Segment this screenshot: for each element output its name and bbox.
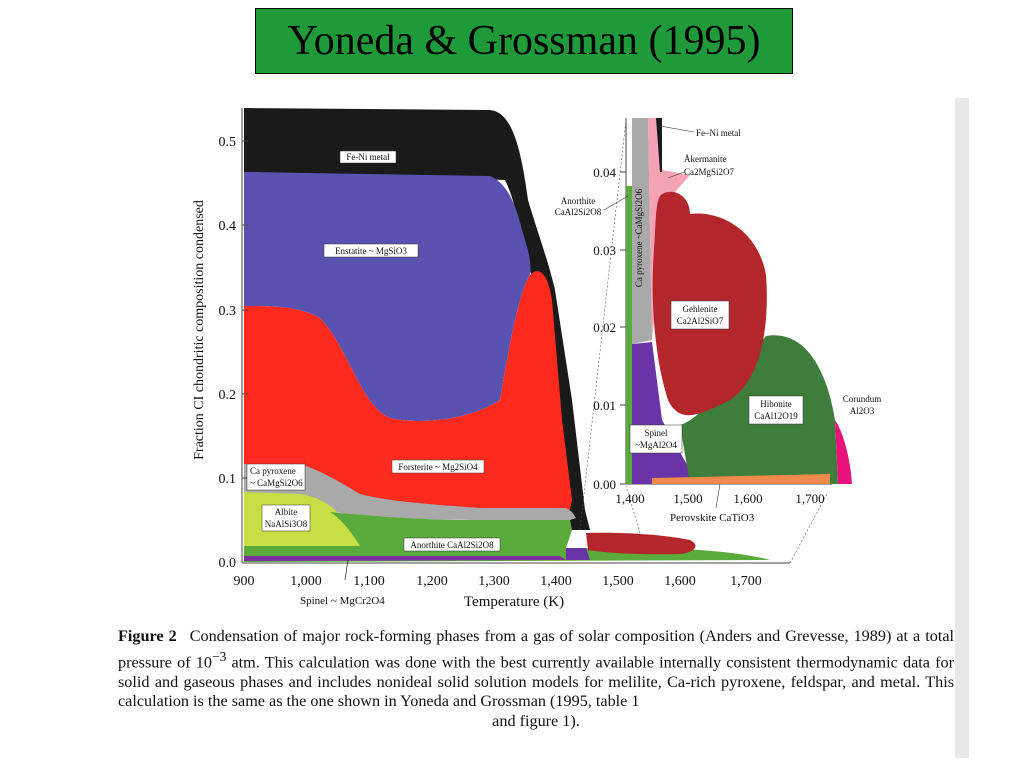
y-tick-label: 0.4: [219, 219, 237, 234]
inset-y-ticks: 0.04 0.03 0.02 0.01 0.00: [593, 165, 626, 492]
label-enstatite: Enstatite ~ MgSiO3: [323, 243, 419, 258]
caption-line-5: and figure 1).: [492, 711, 580, 730]
inset-fe-ni-pointer: [659, 125, 695, 133]
svg-text:Albite: Albite: [275, 507, 298, 517]
figure-caption: Figure 2 Condensation of major rock-form…: [118, 627, 954, 731]
caption-line-3: thermodynamic data for solid and gaseous…: [118, 652, 954, 691]
corundum-label-1: Corundum: [843, 394, 882, 404]
x-tick-label: 1,600: [664, 574, 696, 589]
label-hibonite: Hibonite CaAl12O19: [748, 395, 804, 425]
page-edge: [955, 98, 969, 758]
x-tick-label: 1,100: [353, 574, 385, 589]
label-anorthite: Anorthite CaAl2Si2O8: [403, 537, 501, 552]
svg-text:NaAlSi3O8: NaAlSi3O8: [265, 519, 308, 529]
main-y-ticks: 0.5 0.4 0.3 0.2 0.1 0.0: [219, 135, 248, 571]
main-x-ticks: 900 1,000 1,100 1,200 1,300 1,400 1,500 …: [234, 574, 762, 589]
svg-text:~MgAl2O4: ~MgAl2O4: [635, 440, 677, 450]
area-spinel-main: [566, 548, 590, 560]
svg-text:Spinel: Spinel: [644, 428, 668, 438]
zoom-guide-line: [625, 485, 641, 534]
svg-text:Hibonite: Hibonite: [760, 399, 792, 409]
area-enstatite: [244, 172, 531, 421]
zoom-guide-line: [789, 491, 829, 564]
inset-x-tick-label: 1,400: [615, 491, 644, 506]
inset-fe-ni-label: Fe–Ni metal: [696, 128, 741, 138]
svg-text:Anorthite CaAl2Si2O8: Anorthite CaAl2Si2O8: [410, 540, 494, 550]
inset-area-corundum: [835, 420, 852, 484]
figure-label: Figure 2: [118, 627, 177, 645]
svg-text:Ca2Al2SiO7: Ca2Al2SiO7: [677, 316, 724, 326]
label-spinel-al: Spinel ~MgAl2O4: [629, 424, 683, 454]
x-tick-label: 1,400: [540, 574, 572, 589]
inset-area-ca-pyroxene: [632, 118, 652, 344]
x-tick-label: 1,200: [416, 574, 448, 589]
inset-chart: 0.04 0.03 0.02 0.01 0.00 1,400 1,500 1,6…: [555, 118, 882, 524]
label-ca-pyroxene: Ca pyroxene ~ CaMgSi2O6: [246, 463, 306, 491]
inset-area-perovskite: [652, 474, 830, 484]
inset-y-tick-label: 0.03: [593, 243, 616, 258]
svg-text:Ca pyroxene: Ca pyroxene: [250, 466, 296, 476]
slide-title-box: Yoneda & Grossman (1995): [255, 8, 793, 74]
x-tick-label: 1,300: [478, 574, 510, 589]
ca-pyroxene-inset-label: Ca pyroxene ~CaMgSi2O6: [634, 188, 644, 287]
akermanite-label-1: Åkermanite: [684, 154, 726, 164]
inset-x-tick-label: 1,700: [795, 491, 824, 506]
x-tick-label: 1,000: [290, 574, 322, 589]
inset-y-tick-label: 0.01: [593, 398, 616, 413]
svg-text:Fe-Ni metal: Fe-Ni metal: [346, 152, 390, 162]
inset-y-tick-label: 0.04: [593, 165, 616, 180]
spinel-cr-label: Spinel ~ MgCr2O4: [300, 595, 385, 607]
x-axis-label: Temperature (K): [464, 594, 564, 610]
label-forsterite: Forsterite ~ Mg2SiO4: [391, 459, 485, 474]
anorthite-inset-label-2: CaAl2Si2O8: [555, 207, 602, 217]
label-gehlenite: Gehlenite Ca2Al2SiO7: [670, 300, 730, 330]
inset-y-tick-label: 0.02: [593, 320, 616, 335]
caption-line-2a: at a total pressure of 10: [118, 627, 955, 671]
svg-text:~ CaMgSi2O6: ~ CaMgSi2O6: [250, 478, 303, 488]
y-tick-label: 0.3: [219, 304, 237, 319]
x-tick-label: 1,700: [730, 574, 762, 589]
y-tick-label: 0.1: [219, 472, 237, 487]
inset-area-fe-ni: [656, 118, 662, 172]
zoom-guide-line: [579, 119, 627, 531]
svg-text:CaAl12O19: CaAl12O19: [754, 411, 798, 421]
label-fe-ni: Fe-Ni metal: [339, 150, 397, 164]
perovskite-label: Perovskite CaTiO3: [670, 512, 755, 524]
y-tick-label: 0.2: [219, 388, 237, 403]
x-tick-label: 1,500: [602, 574, 634, 589]
corundum-label-2: Al2O3: [850, 406, 875, 416]
inset-area-anorthite: [626, 186, 632, 484]
caption-line-4: pyroxene, feldspar, and metal. This calc…: [118, 672, 955, 711]
area-forsterite: [244, 271, 572, 510]
akermanite-label-2: Ca2MgSi2O7: [684, 167, 735, 177]
y-tick-label: 0.0: [219, 556, 237, 571]
inset-y-tick-label: 0.00: [593, 477, 616, 492]
caption-line-2b: atm. This calculation was done with the …: [226, 652, 792, 671]
spinel-cr-pointer: [344, 559, 349, 581]
x-tick-label: 900: [234, 574, 255, 589]
inset-x-tick-label: 1,600: [733, 491, 762, 506]
inset-x-ticks: 1,400 1,500 1,600 1,700: [615, 491, 824, 506]
slide-title: Yoneda & Grossman (1995): [287, 18, 761, 64]
svg-text:Enstatite ~ MgSiO3: Enstatite ~ MgSiO3: [335, 246, 407, 256]
area-gehlenite: [586, 532, 696, 555]
label-albite: Albite NaAlSi3O8: [261, 504, 311, 532]
svg-text:Forsterite ~ Mg2SiO4: Forsterite ~ Mg2SiO4: [398, 462, 478, 472]
caption-exponent: −3: [211, 648, 227, 664]
inset-x-tick-label: 1,500: [673, 491, 702, 506]
akermanite-pointer: [667, 171, 685, 179]
y-tick-label: 0.5: [219, 135, 237, 150]
anorthite-inset-pointer: [603, 195, 629, 211]
main-chart: 0.5 0.4 0.3 0.2 0.1 0.0 900 1,000 1,100 …: [192, 108, 829, 610]
anorthite-inset-label-1: Anorthite: [561, 196, 596, 206]
caption-line-1: Condensation of major rock-forming phase…: [189, 627, 892, 645]
area-spinel-cr: [244, 556, 566, 561]
perovskite-pointer: [715, 483, 721, 509]
y-axis-label: Fraction CI chondritic composition conde…: [192, 200, 207, 460]
svg-text:Gehlenite: Gehlenite: [683, 304, 718, 314]
area-fe-ni-metal: [244, 108, 590, 530]
